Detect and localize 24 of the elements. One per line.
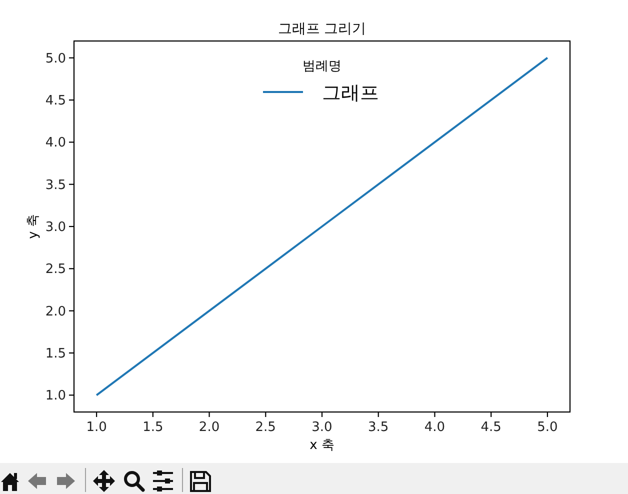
x-tick-label: 4.5 (480, 420, 502, 435)
x-tick-label: 2.5 (255, 420, 276, 435)
y-tick-label: 4.5 (45, 94, 66, 109)
chart-title: 그래프 그리기 (278, 21, 366, 37)
y-tick-label: 1.0 (45, 388, 66, 404)
y-tick-label: 5.0 (45, 51, 66, 66)
y-tick-label: 1.5 (45, 346, 66, 362)
y-tick-label: 3.0 (45, 220, 66, 235)
y-tick-label: 3.5 (45, 178, 66, 193)
x-tick-label: 3.0 (312, 420, 332, 435)
x-tick-label: 2.0 (198, 420, 220, 435)
x-tick-label: 4.0 (424, 420, 446, 435)
x-tick-label: 1.0 (86, 420, 107, 435)
y-tick-label: 2.5 (45, 262, 66, 278)
x-tick-label: 5.0 (537, 420, 558, 435)
x-axis-title: x 축 (310, 438, 334, 453)
legend: 범례명 그래프 (263, 59, 379, 104)
y-axis-title: y 축 (26, 214, 41, 239)
legend-title: 범례명 (302, 59, 342, 74)
legend-label: 그래프 (322, 82, 379, 104)
y-tick-label: 4.0 (45, 136, 66, 151)
y-tick-label: 2.0 (45, 304, 66, 320)
x-tick-label: 1.5 (142, 420, 164, 435)
x-tick-label: 3.5 (368, 420, 389, 435)
